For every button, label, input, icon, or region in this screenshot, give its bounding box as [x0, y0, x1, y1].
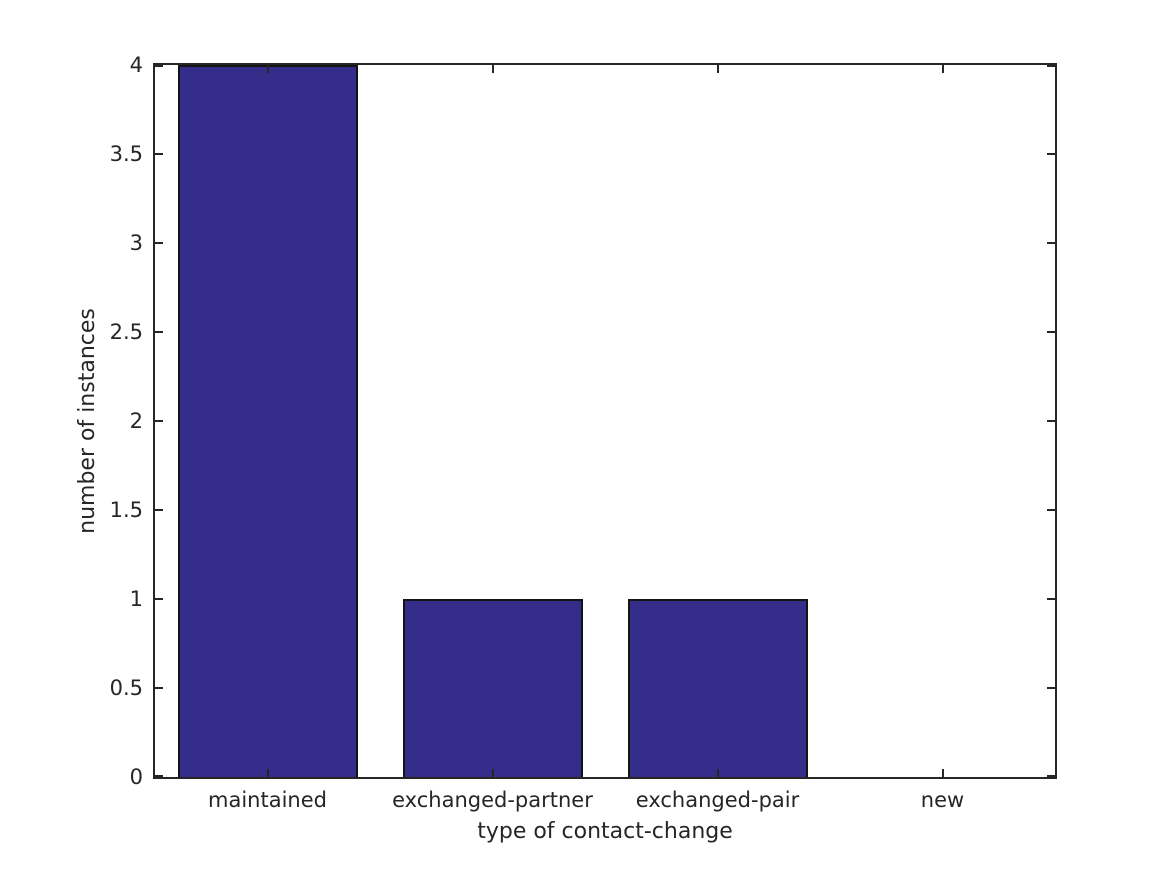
y-axis-title: number of instances — [75, 308, 100, 534]
y-left-tick — [155, 420, 163, 422]
y-left-tick — [155, 509, 163, 511]
y-left-tick — [155, 687, 163, 689]
y-right-tick — [1047, 687, 1055, 689]
x-tick-label-exchanged-pair: exchanged-pair — [635, 788, 800, 812]
y-tick-label: 2 — [129, 409, 143, 433]
y-right-tick — [1047, 598, 1055, 600]
x-tick-label-maintained: maintained — [208, 788, 327, 812]
x-bottom-tick — [716, 769, 719, 777]
bar-exchanged-pair — [627, 599, 808, 777]
y-right-tick — [1047, 242, 1055, 244]
x-tick-label-exchanged-partner: exchanged-partner — [392, 788, 593, 812]
y-left-tick — [155, 775, 163, 777]
y-right-tick — [1047, 153, 1055, 155]
y-tick-label: 3.5 — [109, 142, 143, 166]
y-tick-label: 3 — [129, 231, 143, 255]
y-tick-label: 4 — [129, 53, 143, 77]
x-bottom-tick — [266, 769, 269, 777]
y-tick-label: 2.5 — [109, 320, 143, 344]
x-top-tick — [941, 65, 944, 73]
x-axis-title: type of contact-change — [477, 819, 733, 844]
y-tick-label: 1 — [129, 587, 143, 611]
y-left-tick — [155, 331, 163, 333]
bar-exchanged-partner — [402, 599, 583, 777]
y-right-tick — [1047, 420, 1055, 422]
plot-area — [153, 63, 1057, 779]
y-tick-label: 1.5 — [109, 498, 143, 522]
y-right-tick — [1047, 509, 1055, 511]
x-top-tick — [266, 65, 269, 73]
y-right-tick — [1047, 331, 1055, 333]
y-left-tick — [155, 65, 163, 67]
x-top-tick — [491, 65, 494, 73]
y-tick-label: 0.5 — [109, 676, 143, 700]
y-left-tick — [155, 242, 163, 244]
x-top-tick — [716, 65, 719, 73]
y-tick-label: 0 — [129, 765, 143, 789]
y-right-tick — [1047, 775, 1055, 777]
x-bottom-tick — [491, 769, 494, 777]
x-tick-label-new: new — [920, 788, 965, 812]
x-bottom-tick — [941, 769, 944, 777]
y-left-tick — [155, 153, 163, 155]
y-left-tick — [155, 598, 163, 600]
bar-maintained — [177, 65, 358, 777]
y-right-tick — [1047, 65, 1055, 67]
